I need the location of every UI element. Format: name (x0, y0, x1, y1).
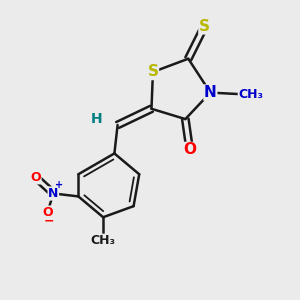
Text: N: N (48, 187, 58, 200)
Text: CH₃: CH₃ (91, 234, 116, 247)
Text: H: H (91, 112, 103, 126)
Text: +: + (55, 180, 63, 190)
Text: O: O (42, 206, 53, 219)
Text: S: S (147, 64, 158, 80)
Text: O: O (183, 142, 196, 158)
Text: N: N (204, 85, 217, 100)
Text: S: S (199, 19, 210, 34)
Text: O: O (30, 171, 41, 184)
Text: −: − (44, 214, 54, 227)
Text: CH₃: CH₃ (238, 88, 263, 100)
